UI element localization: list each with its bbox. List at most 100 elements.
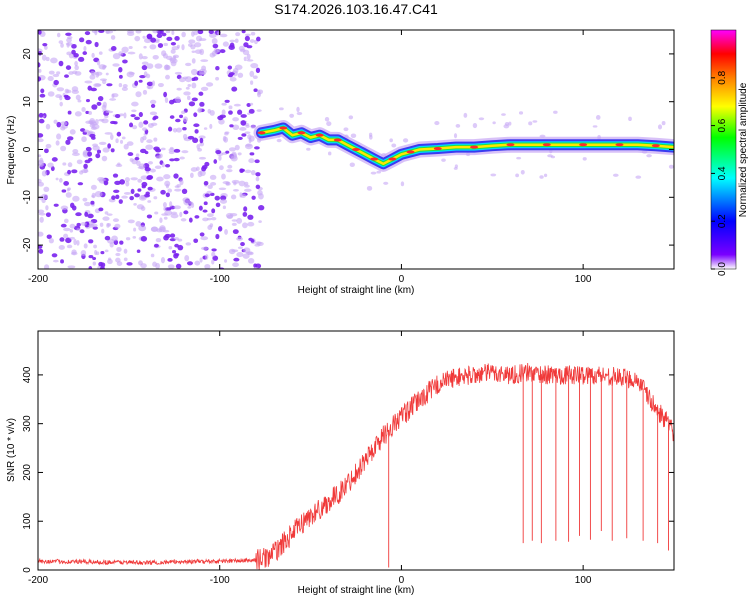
noise-speck bbox=[203, 180, 209, 186]
noise-speck bbox=[172, 250, 177, 254]
noise-speck bbox=[242, 222, 248, 229]
noise-speck bbox=[229, 39, 236, 43]
noise-speck bbox=[224, 228, 228, 235]
noise-speck bbox=[154, 63, 163, 69]
noise-speck bbox=[197, 148, 203, 152]
noise-speck bbox=[90, 200, 95, 205]
noise-speck bbox=[105, 72, 109, 76]
noise-speck bbox=[246, 53, 251, 60]
noise-speck bbox=[257, 190, 263, 196]
noise-speck bbox=[198, 205, 203, 211]
noise-speck bbox=[237, 152, 242, 156]
noise-speck bbox=[255, 172, 261, 177]
noise-speck bbox=[89, 117, 96, 125]
noise-speck bbox=[167, 257, 173, 262]
noise-speck bbox=[173, 173, 179, 179]
noise-speck bbox=[69, 229, 74, 233]
noise-speck bbox=[492, 121, 496, 125]
noise-speck bbox=[160, 147, 166, 151]
noise-speck bbox=[163, 64, 170, 71]
noise-speck bbox=[96, 101, 102, 106]
noise-speck bbox=[169, 115, 175, 119]
noise-speck bbox=[137, 188, 142, 192]
noise-speck bbox=[184, 254, 190, 262]
snr-frame bbox=[37, 330, 675, 571]
noise-speck bbox=[63, 218, 69, 224]
noise-speck bbox=[234, 38, 239, 44]
noise-speck bbox=[173, 205, 181, 210]
noise-speck bbox=[219, 114, 226, 119]
noise-speck bbox=[66, 89, 72, 94]
noise-speck bbox=[70, 251, 78, 256]
noise-speck bbox=[78, 56, 85, 62]
noise-speck bbox=[172, 127, 178, 133]
noise-speck bbox=[228, 105, 233, 110]
noise-speck bbox=[134, 116, 140, 121]
noise-speck bbox=[105, 110, 114, 114]
noise-speck bbox=[169, 201, 173, 208]
noise-speck bbox=[179, 179, 184, 186]
noise-speck bbox=[324, 116, 330, 122]
noise-speck bbox=[179, 211, 183, 218]
noise-speck bbox=[212, 43, 219, 49]
snr-xtick-label: -100 bbox=[210, 575, 230, 586]
noise-speck bbox=[130, 177, 138, 181]
noise-speck bbox=[253, 88, 258, 92]
noise-speck bbox=[104, 211, 109, 215]
ridge-hotspot bbox=[542, 143, 551, 147]
noise-speck bbox=[153, 196, 158, 200]
noise-speck bbox=[490, 173, 497, 177]
noise-speck bbox=[219, 33, 228, 38]
noise-speck bbox=[165, 74, 170, 80]
noise-speck bbox=[196, 166, 200, 171]
noise-speck bbox=[296, 111, 303, 116]
noise-speck bbox=[44, 264, 50, 269]
noise-speck bbox=[98, 30, 105, 33]
noise-speck bbox=[237, 136, 243, 140]
noise-speck bbox=[161, 32, 167, 37]
noise-speck bbox=[134, 156, 140, 161]
noise-speck bbox=[191, 58, 196, 64]
noise-speck bbox=[199, 137, 204, 144]
noise-speck bbox=[592, 125, 598, 128]
noise-speck bbox=[516, 156, 522, 160]
noise-speck bbox=[162, 202, 167, 208]
noise-speck bbox=[56, 121, 62, 128]
noise-speck bbox=[134, 193, 140, 198]
noise-speck bbox=[51, 253, 58, 258]
noise-speck bbox=[370, 171, 377, 175]
noise-speck bbox=[191, 50, 196, 53]
noise-speck bbox=[88, 111, 92, 115]
noise-speck bbox=[169, 238, 176, 242]
noise-speck bbox=[244, 169, 252, 174]
noise-speck bbox=[211, 37, 218, 45]
noise-speck bbox=[112, 52, 121, 60]
noise-speck bbox=[179, 156, 185, 160]
noise-speck bbox=[110, 46, 117, 51]
noise-speck bbox=[238, 45, 245, 51]
noise-speck bbox=[243, 247, 251, 254]
noise-speck bbox=[41, 54, 47, 61]
noise-speck bbox=[102, 147, 110, 153]
noise-speck bbox=[74, 111, 82, 117]
noise-speck bbox=[174, 243, 180, 248]
noise-speck bbox=[187, 135, 195, 140]
noise-speck bbox=[228, 110, 233, 115]
noise-speck bbox=[90, 223, 98, 228]
noise-speck bbox=[255, 176, 260, 182]
noise-speck bbox=[63, 181, 70, 186]
noise-speck bbox=[501, 113, 506, 116]
noise-speck bbox=[96, 60, 101, 66]
noise-speck bbox=[242, 49, 250, 56]
noise-speck bbox=[146, 84, 154, 90]
noise-speck bbox=[164, 209, 173, 216]
noise-speck bbox=[69, 129, 76, 135]
noise-speck bbox=[154, 165, 162, 169]
heatmap-ytick-label: 20 bbox=[22, 48, 33, 60]
noise-speck bbox=[173, 253, 179, 259]
noise-speck bbox=[434, 120, 440, 126]
noise-speck bbox=[98, 261, 104, 267]
noise-speck bbox=[400, 181, 405, 187]
colorbar-tick-label: 0.8 bbox=[717, 70, 728, 84]
